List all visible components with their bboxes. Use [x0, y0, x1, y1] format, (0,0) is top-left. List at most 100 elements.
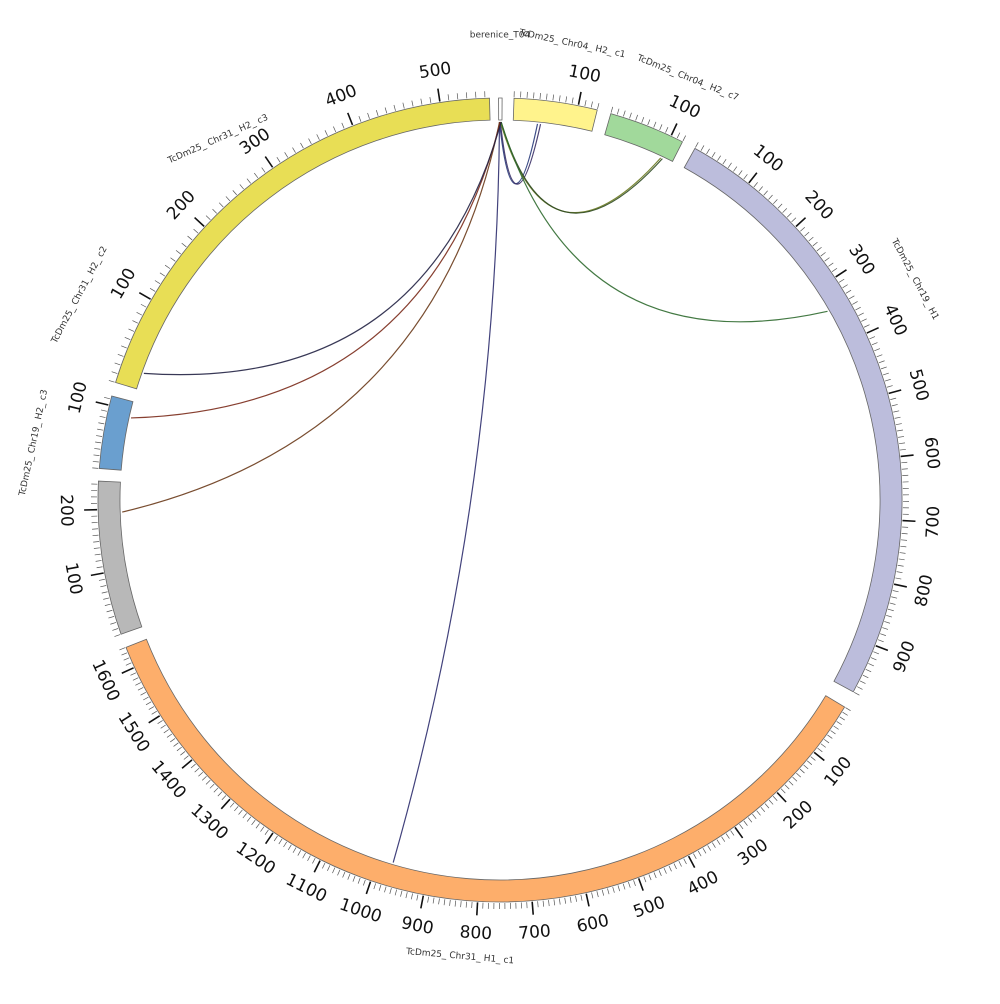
- minor-tick: [899, 443, 905, 444]
- minor-tick: [98, 423, 104, 424]
- minor-tick: [773, 199, 777, 203]
- major-tick: [149, 716, 160, 723]
- minor-tick: [379, 885, 381, 891]
- minor-tick: [150, 288, 155, 291]
- minor-tick: [744, 821, 748, 826]
- minor-tick: [428, 897, 429, 903]
- tick-label-chr31_h2_c3: 200: [163, 187, 200, 224]
- minor-tick: [722, 837, 725, 842]
- minor-tick: [158, 720, 163, 723]
- minor-tick: [831, 731, 836, 734]
- minor-tick: [559, 899, 560, 905]
- minor-tick: [824, 739, 829, 743]
- minor-tick: [112, 372, 118, 374]
- minor-tick: [247, 817, 251, 822]
- minor-tick: [695, 142, 698, 147]
- tick-label-chr31_h1_c1: 300: [734, 835, 772, 870]
- minor-tick: [234, 806, 238, 811]
- minor-tick: [878, 640, 884, 642]
- minor-tick: [832, 268, 837, 271]
- minor-tick: [683, 136, 686, 141]
- segment-label-chr04_h2_c1: TcDm25_ Chr04_ H2_ c1: [517, 28, 626, 61]
- minor-tick: [105, 604, 111, 606]
- minor-tick: [457, 93, 458, 99]
- ideogram-chr04_h2_c7: [605, 114, 683, 162]
- minor-tick: [592, 892, 593, 898]
- minor-tick: [607, 888, 609, 894]
- minor-tick: [125, 337, 131, 339]
- minor-tick: [433, 898, 434, 904]
- minor-tick: [888, 609, 894, 611]
- minor-tick: [115, 363, 121, 365]
- minor-tick: [778, 204, 782, 208]
- minor-tick: [796, 773, 800, 777]
- minor-tick: [353, 876, 355, 882]
- major-tick: [639, 878, 643, 890]
- link-chr04_h2_c1: [500, 122, 538, 184]
- minor-tick: [893, 590, 899, 591]
- minor-tick: [654, 872, 656, 878]
- minor-tick: [800, 227, 804, 231]
- minor-tick: [630, 113, 632, 119]
- minor-tick: [95, 442, 101, 443]
- minor-tick: [828, 263, 833, 266]
- minor-tick: [332, 868, 334, 873]
- minor-tick: [243, 813, 247, 818]
- minor-tick: [885, 379, 891, 381]
- tick-label-chr31_h1_c1: 1600: [87, 657, 123, 705]
- minor-tick: [895, 578, 901, 579]
- major-tick: [901, 455, 914, 456]
- ideogram-berenice_t04: [499, 98, 503, 120]
- tick-label-chr04_h2_c1: 100: [567, 61, 603, 87]
- minor-tick: [303, 853, 306, 858]
- minor-tick: [194, 229, 198, 233]
- minor-tick: [855, 307, 860, 310]
- minor-tick: [854, 692, 859, 695]
- ideogram-chr31_h2_c3: [116, 98, 490, 389]
- minor-tick: [764, 191, 768, 196]
- minor-tick: [897, 572, 903, 573]
- minor-tick: [93, 455, 99, 456]
- minor-tick: [811, 757, 816, 761]
- minor-tick: [412, 101, 413, 107]
- minor-tick: [585, 100, 586, 106]
- minor-tick: [170, 738, 175, 742]
- minor-tick: [893, 411, 899, 412]
- minor-tick: [731, 831, 734, 836]
- minor-tick: [602, 890, 604, 896]
- minor-tick: [761, 807, 765, 812]
- major-tick: [348, 113, 353, 125]
- major-tick: [578, 92, 581, 105]
- minor-tick: [403, 103, 404, 109]
- segment-label-chr31_h1_c1: TcDm25_ Chr31_ H1_ c1: [405, 947, 515, 967]
- minor-tick: [300, 143, 303, 148]
- minor-tick: [252, 820, 256, 825]
- minor-tick: [733, 167, 736, 172]
- minor-tick: [623, 111, 625, 117]
- minor-tick: [891, 597, 897, 598]
- minor-tick: [546, 94, 547, 100]
- minor-tick: [239, 810, 243, 815]
- minor-tick: [654, 122, 656, 128]
- minor-tick: [109, 380, 115, 382]
- minor-tick: [121, 346, 127, 348]
- minor-tick: [374, 883, 376, 889]
- minor-tick: [277, 157, 280, 162]
- minor-tick: [93, 541, 99, 542]
- minor-tick: [260, 827, 264, 832]
- minor-tick: [843, 712, 848, 715]
- link-chr31_h1_c1: [393, 122, 499, 863]
- minor-tick: [649, 874, 651, 880]
- minor-tick: [143, 697, 148, 700]
- minor-tick: [759, 187, 763, 192]
- minor-tick: [130, 673, 135, 676]
- minor-tick: [279, 839, 282, 844]
- minor-tick: [717, 156, 720, 161]
- minor-tick: [896, 424, 902, 425]
- minor-tick: [898, 436, 904, 437]
- minor-tick: [135, 683, 140, 686]
- minor-tick: [202, 776, 206, 780]
- minor-tick: [781, 789, 785, 793]
- minor-tick: [417, 895, 418, 901]
